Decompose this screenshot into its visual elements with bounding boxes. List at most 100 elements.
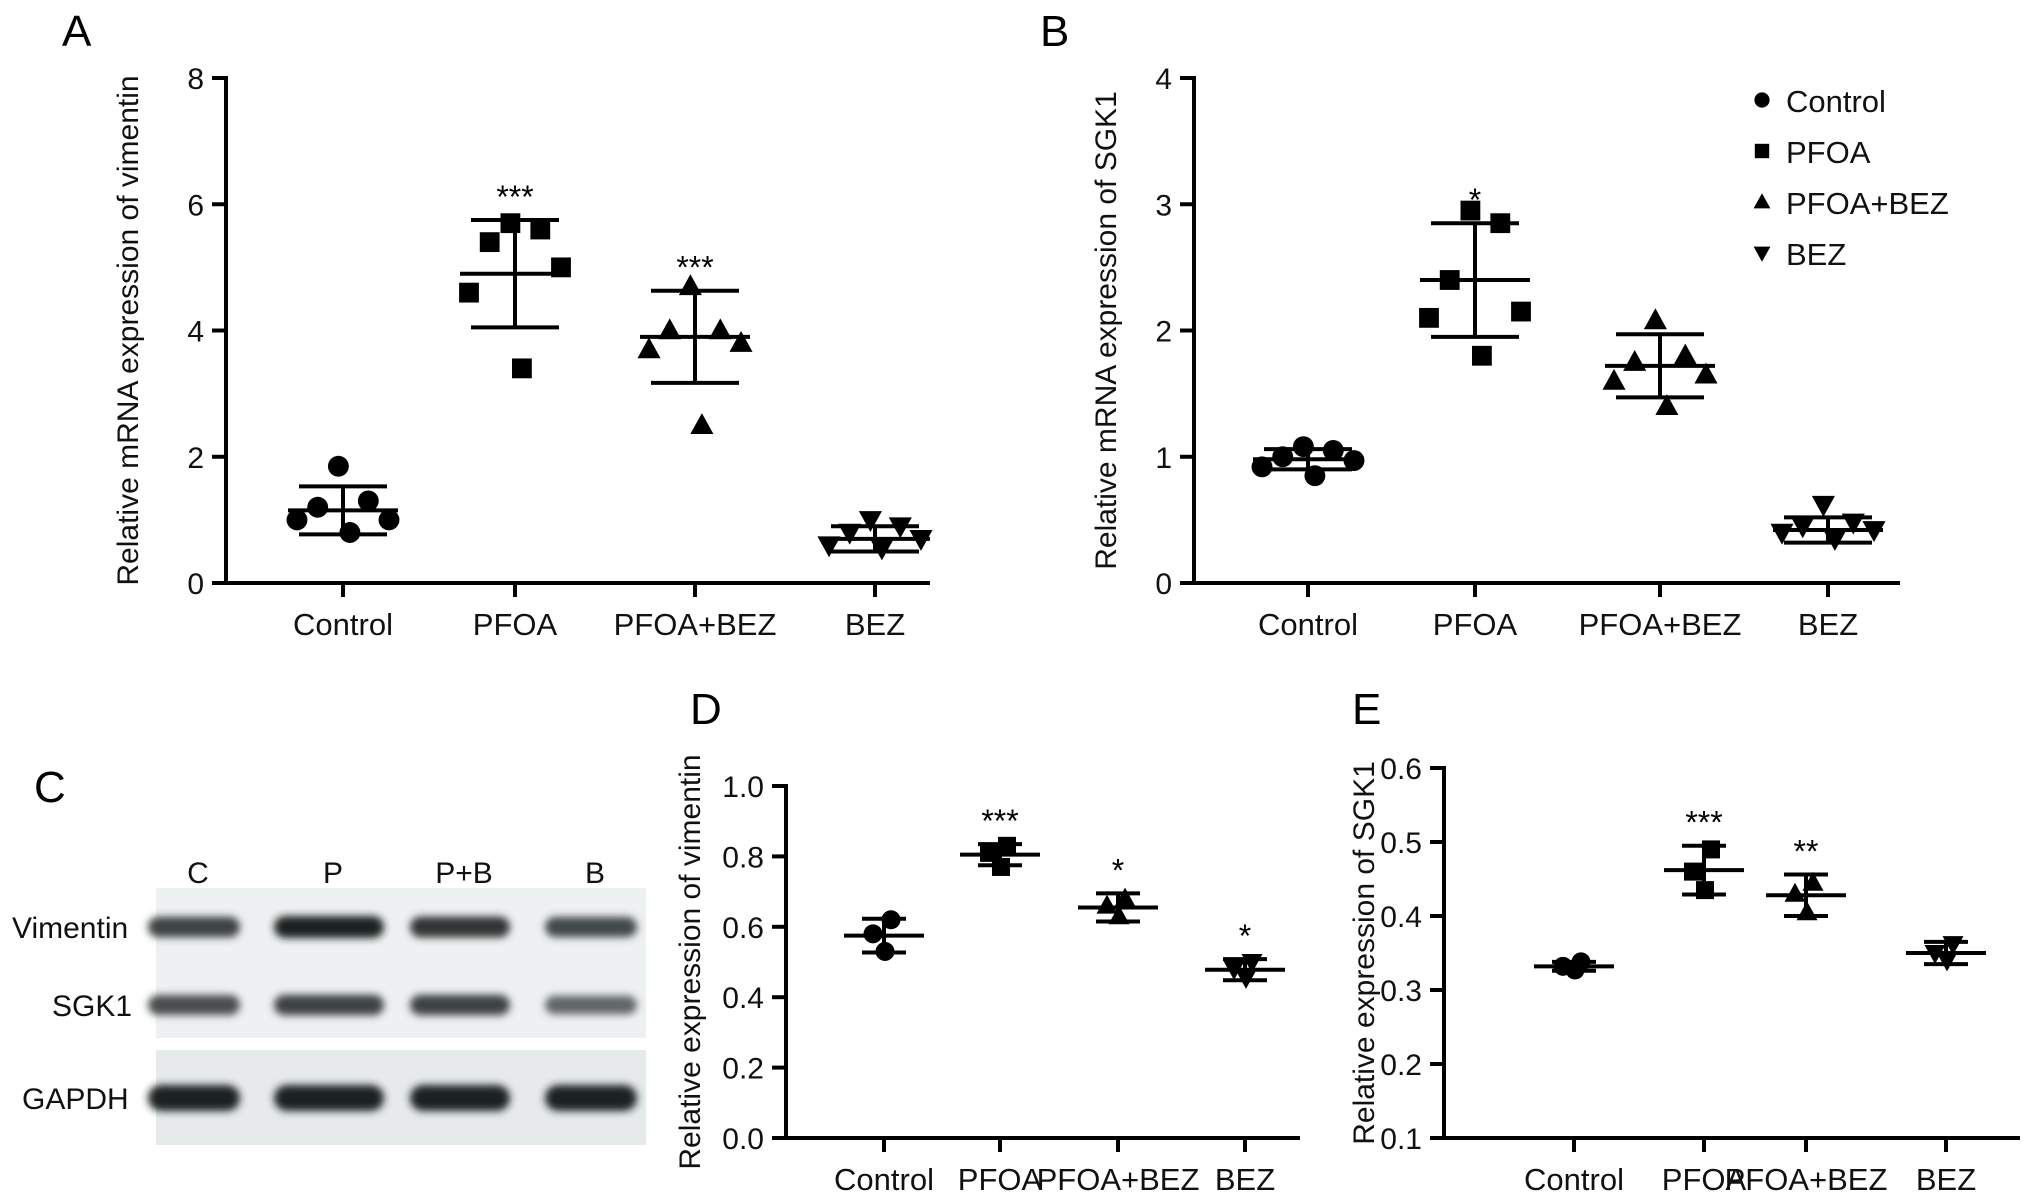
blot-band-1-2: [410, 994, 510, 1016]
data-point-a-2-1: [708, 318, 732, 340]
blot-band-0-3: [545, 916, 637, 938]
row-label-0: Vimentin: [12, 912, 128, 945]
lane-label-2: P+B: [435, 857, 493, 890]
data-point-a-2-5: [690, 413, 714, 434]
y-tick-label-e-0: 0.1: [1380, 1123, 1422, 1156]
significance-label-a-1: ***: [496, 179, 533, 215]
data-point-a-1-2: [479, 232, 500, 253]
significance-label-b-1: *: [1469, 182, 1481, 218]
data-point-d-2-1: [1096, 894, 1118, 914]
data-point-b-2-5: [1655, 394, 1679, 416]
panel-letter-b: B: [1040, 7, 1069, 56]
y-tick-label-b-0: 0: [1155, 568, 1172, 601]
y-tick-label-d-3: 0.6: [722, 912, 764, 945]
data-point-e-2-1: [1784, 882, 1806, 902]
significance-label-d-2: *: [1112, 852, 1124, 888]
chart-panel-b: 0 1 2 3 4 Control PFOA PFOA+BEZ BEZ Relative mRNA…: [1090, 63, 1949, 642]
data-point-a-2-4: [637, 337, 661, 359]
western-blot-panel: C P P+B B Vimentin SGK1 GAPDH: [12, 857, 646, 1145]
data-point-b-2-1: [1673, 343, 1697, 365]
data-point-b-0-4: [1251, 456, 1273, 478]
lane-label-3: B: [585, 857, 605, 890]
y-axis-label-d: Relative expression of vimentin: [674, 754, 707, 1169]
row-label-1: SGK1: [52, 990, 132, 1023]
y-tick-label-b-1: 1: [1155, 442, 1172, 475]
data-point-b-1-4: [1419, 307, 1439, 328]
data-point-b-1-0: [1460, 200, 1481, 221]
data-point-a-2-3: [729, 331, 753, 352]
x-tick-label-e-2: PFOA+BEZ: [1725, 1162, 1888, 1197]
data-point-b-0-0: [1292, 436, 1314, 458]
data-point-a-0-2: [307, 496, 329, 518]
data-point-a-0-1: [357, 490, 379, 512]
y-tick-label-e-2: 0.3: [1380, 975, 1422, 1008]
legend-entry-1: PFOA: [1786, 135, 1871, 170]
y-tick-label-d-4: 0.8: [722, 841, 764, 874]
x-tick-label-a-2: PFOA+BEZ: [614, 607, 777, 642]
blot-band-2-2: [410, 1085, 510, 1111]
y-tick-label-d-2: 0.4: [722, 982, 764, 1015]
y-tick-label-d-5: 1.0: [722, 771, 764, 804]
data-point-a-1-4: [459, 282, 479, 303]
x-tick-label-b-3: BEZ: [1798, 607, 1858, 642]
panel-letter-e: E: [1352, 685, 1381, 734]
data-point-a-3-4: [817, 536, 841, 558]
x-tick-label-d-3: BEZ: [1215, 1162, 1275, 1197]
data-point-b-3-0: [1811, 495, 1835, 517]
blot-background-top: [156, 888, 646, 1038]
data-point-a-0-3: [378, 509, 400, 531]
y-tick-label-a-3: 6: [187, 189, 204, 222]
y-tick-label-a-2: 4: [187, 316, 204, 349]
lane-label-1: P: [323, 857, 343, 890]
y-tick-label-a-0: 0: [187, 568, 204, 601]
panel-letter-c: C: [34, 763, 66, 812]
blot-band-0-2: [410, 916, 510, 938]
legend-marker-2: [1753, 193, 1771, 209]
data-point-b-0-2: [1272, 446, 1294, 468]
x-tick-label-e-0: Control: [1524, 1162, 1624, 1197]
significance-label-d-1: ***: [981, 803, 1018, 839]
x-tick-label-d-2: PFOA+BEZ: [1037, 1162, 1200, 1197]
y-tick-label-e-1: 0.2: [1380, 1049, 1422, 1082]
x-tick-label-e-1: PFOA: [1662, 1162, 1747, 1197]
legend-marker-0: [1754, 92, 1770, 108]
significance-label-d-3: *: [1239, 918, 1251, 954]
x-tick-label-d-0: Control: [834, 1162, 934, 1197]
data-point-a-1-5: [512, 358, 532, 379]
blot-band-0-0: [148, 916, 240, 938]
data-point-a-1-0: [500, 213, 521, 234]
y-tick-label-d-0: 0.0: [722, 1123, 764, 1156]
x-tick-label-e-3: BEZ: [1916, 1162, 1976, 1197]
blot-band-2-3: [545, 1085, 637, 1111]
y-tick-label-e-5: 0.6: [1380, 753, 1422, 786]
data-point-a-2-2: [658, 318, 682, 340]
y-axis-label-b: Relative mRNA expression of SGK1: [1090, 91, 1123, 570]
x-tick-label-a-0: Control: [293, 607, 393, 642]
significance-label-e-2: **: [1794, 834, 1819, 870]
legend-marker-3: [1753, 246, 1771, 262]
x-tick-label-b-1: PFOA: [1433, 607, 1518, 642]
legend-marker-1: [1754, 143, 1770, 159]
y-axis-label-a: Relative mRNA expression of vimentin: [112, 75, 145, 585]
y-tick-label-a-1: 2: [187, 442, 204, 475]
data-point-b-2-0: [1643, 308, 1667, 330]
blot-band-1-3: [545, 995, 637, 1015]
data-point-b-2-4: [1602, 368, 1626, 390]
data-point-a-3-2: [838, 523, 862, 545]
data-point-a-0-0: [327, 455, 349, 477]
legend-entry-0: Control: [1786, 84, 1886, 119]
x-tick-label-d-1: PFOA: [958, 1162, 1043, 1197]
y-tick-label-e-4: 0.5: [1380, 827, 1422, 860]
data-point-b-1-3: [1511, 301, 1531, 322]
blot-band-0-1: [274, 916, 384, 938]
blot-band-2-1: [274, 1085, 384, 1111]
x-tick-label-b-0: Control: [1258, 607, 1358, 642]
x-tick-label-a-1: PFOA: [473, 607, 558, 642]
x-tick-label-a-3: BEZ: [845, 607, 905, 642]
y-tick-label-b-2: 2: [1155, 316, 1172, 349]
data-point-b-1-5: [1472, 345, 1492, 366]
data-point-a-0-4: [286, 509, 308, 531]
